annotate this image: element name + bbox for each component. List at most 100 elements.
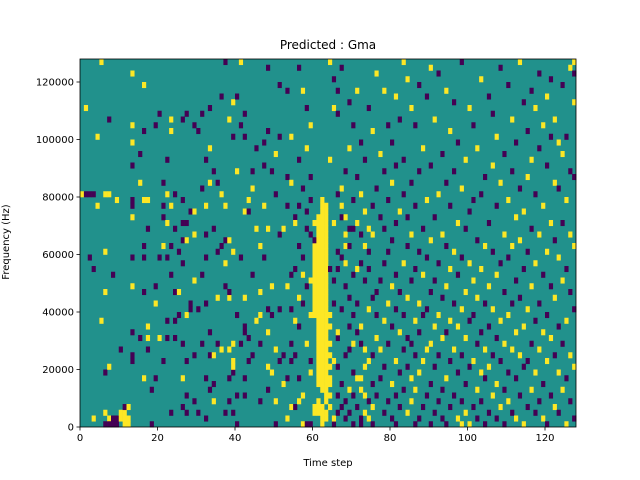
heatmap-cell <box>428 381 433 388</box>
heatmap-cell <box>471 404 476 411</box>
heatmap-cell <box>324 375 329 382</box>
heatmap-cell <box>432 214 437 221</box>
heatmap-cell <box>514 139 519 146</box>
heatmap-cell <box>475 340 480 347</box>
heatmap-cell <box>405 335 410 342</box>
heatmap-cell <box>316 358 321 365</box>
heatmap-cell <box>188 300 193 307</box>
heatmap-cell <box>541 329 546 336</box>
heatmap-cell <box>517 294 523 301</box>
heatmap-cell <box>409 231 414 238</box>
heatmap-cell <box>366 248 371 255</box>
x-axis-label: Time step <box>302 458 352 469</box>
heatmap-cell <box>304 283 309 290</box>
heatmap-cell <box>436 352 441 359</box>
heatmap-cell <box>483 243 488 250</box>
heatmap-cell <box>304 225 309 232</box>
heatmap-cell <box>316 381 321 388</box>
heatmap-cell <box>184 312 189 319</box>
heatmap-cell <box>316 271 321 278</box>
heatmap-cell <box>277 133 282 140</box>
heatmap-cell <box>204 231 209 238</box>
heatmap-cell <box>324 312 329 319</box>
heatmap-cell <box>359 231 364 238</box>
heatmap-cell <box>463 335 468 342</box>
heatmap-cell <box>103 409 108 416</box>
heatmap-cell <box>413 266 418 273</box>
heatmap-cell <box>304 340 309 347</box>
heatmap-cell <box>521 323 526 330</box>
heatmap-cell <box>351 122 356 129</box>
heatmap-cell <box>219 346 224 353</box>
heatmap-cell <box>548 220 554 227</box>
heatmap-cell <box>126 421 131 428</box>
heatmap-cell <box>537 70 542 77</box>
heatmap-cell <box>122 409 127 416</box>
y-tick-label: 0 <box>68 423 74 434</box>
heatmap-cell <box>393 93 399 100</box>
heatmap-cell <box>537 231 542 238</box>
heatmap-cell <box>452 392 457 399</box>
heatmap-cell <box>107 421 112 428</box>
heatmap-cell <box>316 363 321 370</box>
heatmap-cell <box>235 168 240 175</box>
heatmap-cell <box>390 381 395 388</box>
heatmap-cell <box>517 392 523 399</box>
heatmap-cell <box>149 421 154 428</box>
heatmap-cell <box>297 294 302 301</box>
heatmap-cell <box>393 392 399 399</box>
y-axis-label: Frequency (Hz) <box>1 204 12 280</box>
heatmap-cell <box>370 202 375 209</box>
heatmap-cell <box>413 352 418 359</box>
heatmap-cell <box>312 260 317 267</box>
heatmap-cell <box>246 358 251 365</box>
heatmap-cell <box>204 156 209 163</box>
heatmap-cell <box>316 409 321 416</box>
heatmap-cell <box>320 202 325 209</box>
heatmap-cell <box>494 133 499 140</box>
heatmap-cell <box>552 294 557 301</box>
heatmap-cell <box>409 398 414 405</box>
heatmap-cell <box>308 231 313 238</box>
heatmap-cell <box>145 197 151 204</box>
heatmap-cell <box>475 415 480 422</box>
heatmap-cell <box>250 168 255 175</box>
heatmap-cell <box>165 317 170 324</box>
heatmap-cell <box>258 340 263 347</box>
heatmap-cell <box>572 59 577 66</box>
y-tick-label: 120000 <box>36 78 74 89</box>
heatmap-cell <box>401 386 406 393</box>
heatmap-cell <box>359 323 364 330</box>
heatmap-cell <box>269 369 275 376</box>
heatmap-cell <box>238 59 244 66</box>
heatmap-cell <box>316 312 321 319</box>
heatmap-cell <box>351 340 356 347</box>
heatmap-cell <box>293 220 298 227</box>
heatmap-cell <box>320 225 325 232</box>
heatmap-cell <box>432 116 437 123</box>
heatmap-cell <box>386 197 391 204</box>
heatmap-cell <box>560 220 565 227</box>
heatmap-cell <box>386 340 391 347</box>
heatmap-cell <box>114 197 120 204</box>
heatmap-cell <box>118 409 123 416</box>
heatmap-cell <box>312 248 317 255</box>
heatmap-cell <box>471 197 476 204</box>
heatmap-cell <box>316 398 321 405</box>
heatmap-cell <box>324 294 329 301</box>
heatmap-cell <box>312 409 317 416</box>
heatmap-cell <box>130 214 135 221</box>
x-tick-label: 80 <box>384 433 397 444</box>
heatmap-cell <box>556 185 561 192</box>
heatmap-cell <box>111 415 116 422</box>
heatmap-cell <box>250 185 255 192</box>
heatmap-cell <box>343 243 348 250</box>
heatmap-cell <box>145 346 151 353</box>
heatmap-cell <box>130 139 135 146</box>
heatmap-cell <box>324 225 329 232</box>
heatmap-cell <box>545 358 550 365</box>
heatmap-cell <box>324 369 329 376</box>
heatmap-cell <box>231 248 236 255</box>
heatmap-cell <box>467 317 472 324</box>
heatmap-cell <box>285 415 290 422</box>
